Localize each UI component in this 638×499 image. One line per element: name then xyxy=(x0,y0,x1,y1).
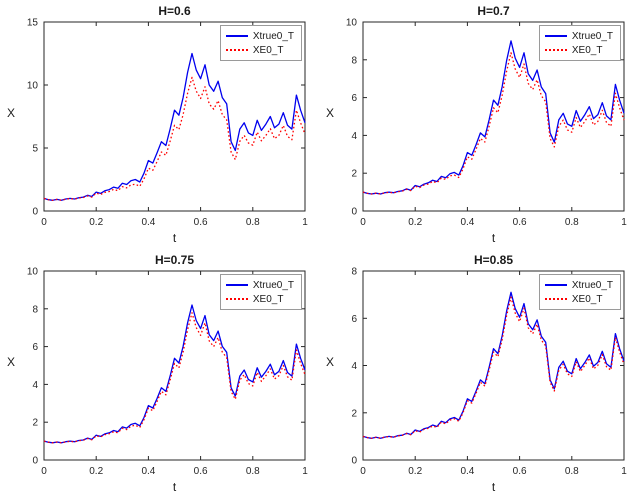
svg-text:5: 5 xyxy=(32,144,38,155)
subplot-h-0.6: 0 0.2 0.4 0.6 0.8 1 0 5 10 15 H=0.6 X t Xtrue0_T … xyxy=(0,0,319,249)
legend-line-sample-red xyxy=(544,49,567,51)
legend-label: Xtrue0_T xyxy=(252,30,294,42)
svg-text:0.8: 0.8 xyxy=(565,217,579,228)
svg-text:0.4: 0.4 xyxy=(141,466,155,477)
legend-entry: Xtrue0_T xyxy=(544,278,613,292)
legend-label: XE0_T xyxy=(571,44,603,56)
svg-text:1: 1 xyxy=(302,466,308,477)
legend-entry: XE0_T xyxy=(225,43,294,57)
plot-title: H=0.85 xyxy=(473,253,514,267)
plot-title: H=0.6 xyxy=(158,4,191,18)
plot-title: H=0.75 xyxy=(154,253,195,267)
legend-line-sample-red xyxy=(225,49,248,51)
legend-entry: Xtrue0_T xyxy=(225,278,294,292)
legend-label: XE0_T xyxy=(252,44,284,56)
svg-text:2: 2 xyxy=(351,169,357,180)
svg-text:0.6: 0.6 xyxy=(513,466,527,477)
legend-label: Xtrue0_T xyxy=(571,30,613,42)
y-axis-label: X xyxy=(325,106,334,120)
svg-text:0.2: 0.2 xyxy=(89,217,103,228)
y-axis-label: X xyxy=(6,106,15,120)
legend-label: Xtrue0_T xyxy=(571,279,613,291)
svg-text:0.4: 0.4 xyxy=(141,217,155,228)
svg-text:1: 1 xyxy=(302,217,308,228)
x-axis-label: t xyxy=(491,231,496,245)
svg-text:0.6: 0.6 xyxy=(194,466,208,477)
legend-label: Xtrue0_T xyxy=(252,279,294,291)
legend-entry: XE0_T xyxy=(544,292,613,306)
x-axis-label: t xyxy=(172,480,177,494)
svg-text:0: 0 xyxy=(32,456,38,467)
legend-line-sample-blue xyxy=(225,284,248,286)
plot-area: 0 0.2 0.4 0.6 0.8 1 0 2 4 6 8 xyxy=(351,267,627,478)
svg-text:2: 2 xyxy=(351,408,357,419)
svg-text:0: 0 xyxy=(32,207,38,218)
svg-text:4: 4 xyxy=(32,380,38,391)
legend-line-sample-red xyxy=(225,298,248,300)
svg-text:0: 0 xyxy=(360,466,366,477)
svg-text:0.6: 0.6 xyxy=(194,217,208,228)
legend-entry: Xtrue0_T xyxy=(225,29,294,43)
svg-text:1: 1 xyxy=(621,217,627,228)
y-axis-label: X xyxy=(325,355,334,369)
svg-text:8: 8 xyxy=(32,304,38,315)
svg-text:6: 6 xyxy=(32,342,38,353)
svg-text:0.6: 0.6 xyxy=(513,217,527,228)
legend: Xtrue0_T XE0_T xyxy=(538,274,621,310)
svg-text:8: 8 xyxy=(351,267,357,278)
subplot-h-0.75: 0 0.2 0.4 0.6 0.8 1 0 2 4 6 8 10 H=0.75 X t Xtrue0_… xyxy=(0,249,319,498)
svg-text:6: 6 xyxy=(351,93,357,104)
subplot-h-0.85: 0 0.2 0.4 0.6 0.8 1 0 2 4 6 8 H=0.85 X t Xtrue0_T … xyxy=(319,249,638,498)
svg-text:0: 0 xyxy=(41,466,47,477)
legend-line-sample-blue xyxy=(225,35,248,37)
svg-text:10: 10 xyxy=(27,81,39,92)
svg-text:0.2: 0.2 xyxy=(408,466,422,477)
x-axis-label: t xyxy=(172,231,177,245)
svg-text:0.2: 0.2 xyxy=(89,466,103,477)
svg-text:0.4: 0.4 xyxy=(460,217,474,228)
legend: Xtrue0_T XE0_T xyxy=(219,25,302,61)
svg-text:4: 4 xyxy=(351,131,357,142)
legend-line-sample-red xyxy=(544,298,567,300)
svg-text:1: 1 xyxy=(621,466,627,477)
svg-text:0.8: 0.8 xyxy=(246,466,260,477)
svg-text:6: 6 xyxy=(351,314,357,325)
legend-entry: XE0_T xyxy=(225,292,294,306)
x-axis-label: t xyxy=(491,480,496,494)
svg-text:8: 8 xyxy=(351,55,357,66)
svg-text:0: 0 xyxy=(351,207,357,218)
svg-text:10: 10 xyxy=(346,18,358,29)
subplot-h-0.7: 0 0.2 0.4 0.6 0.8 1 0 2 4 6 8 10 H=0.7 X t Xtrue0_T… xyxy=(319,0,638,249)
legend-line-sample-blue xyxy=(544,35,567,37)
svg-text:4: 4 xyxy=(351,361,357,372)
legend-entry: XE0_T xyxy=(544,43,613,57)
legend: Xtrue0_T XE0_T xyxy=(538,25,621,61)
legend: Xtrue0_T XE0_T xyxy=(219,274,302,310)
legend-label: XE0_T xyxy=(252,293,284,305)
svg-text:0.8: 0.8 xyxy=(246,217,260,228)
svg-text:0.4: 0.4 xyxy=(460,466,474,477)
plot-title: H=0.7 xyxy=(477,4,510,18)
legend-label: XE0_T xyxy=(571,293,603,305)
svg-text:2: 2 xyxy=(32,418,38,429)
svg-text:0: 0 xyxy=(360,217,366,228)
y-axis-label: X xyxy=(6,355,15,369)
svg-text:10: 10 xyxy=(27,267,39,278)
svg-text:0.2: 0.2 xyxy=(408,217,422,228)
legend-entry: Xtrue0_T xyxy=(544,29,613,43)
svg-text:15: 15 xyxy=(27,18,39,29)
svg-text:0.8: 0.8 xyxy=(565,466,579,477)
svg-text:0: 0 xyxy=(351,456,357,467)
legend-line-sample-blue xyxy=(544,284,567,286)
svg-text:0: 0 xyxy=(41,217,47,228)
